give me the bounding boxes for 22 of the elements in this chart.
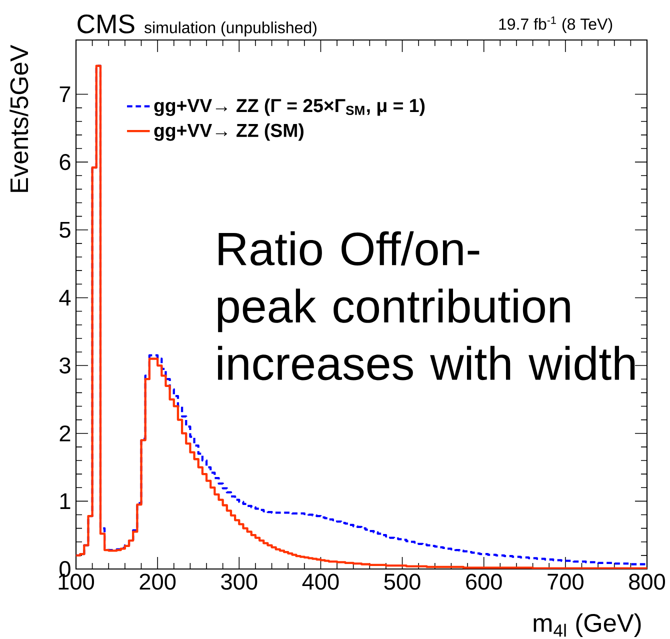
chart-title: CMS — [78, 14, 134, 34]
y-tick-label: 6 — [60, 154, 70, 170]
y-tick-label: 7 — [60, 86, 70, 102]
y-tick-label: 4 — [59, 290, 71, 306]
x-tick-label: 500 — [384, 574, 420, 590]
x-axis-title: m$_{4l}$ (GeV) — [534, 613, 641, 637]
legend-label: gg+VV→ ZZ (SM) — [154, 123, 304, 141]
y-tick-label: 1 — [60, 493, 70, 509]
annotation: Ratio Off/on-peak contribution increases with width — [218, 231, 635, 380]
legend-label: gg+VV→ ZZ (Γ = 25×Γ$_{SM}$, μ = 1) — [154, 98, 425, 116]
x-tick-label: 400 — [302, 574, 339, 590]
x-tick-label: 700 — [548, 574, 584, 590]
y-axis-title: Events/5GeV — [10, 44, 28, 192]
x-tick-label: 800 — [629, 574, 666, 590]
x-tick-label: 300 — [221, 574, 258, 590]
y-tick-label: 5 — [60, 222, 70, 238]
y-tick-label: 2 — [60, 425, 70, 442]
y-tick-label: 3 — [60, 358, 70, 374]
chart-subtitle: simulation (unpublished) — [144, 22, 316, 36]
x-tick-label: 600 — [466, 574, 502, 590]
x-tick-label: 200 — [140, 574, 176, 590]
text: 19.7 fb$^{-1}$ (8 TeV) — [499, 16, 612, 33]
